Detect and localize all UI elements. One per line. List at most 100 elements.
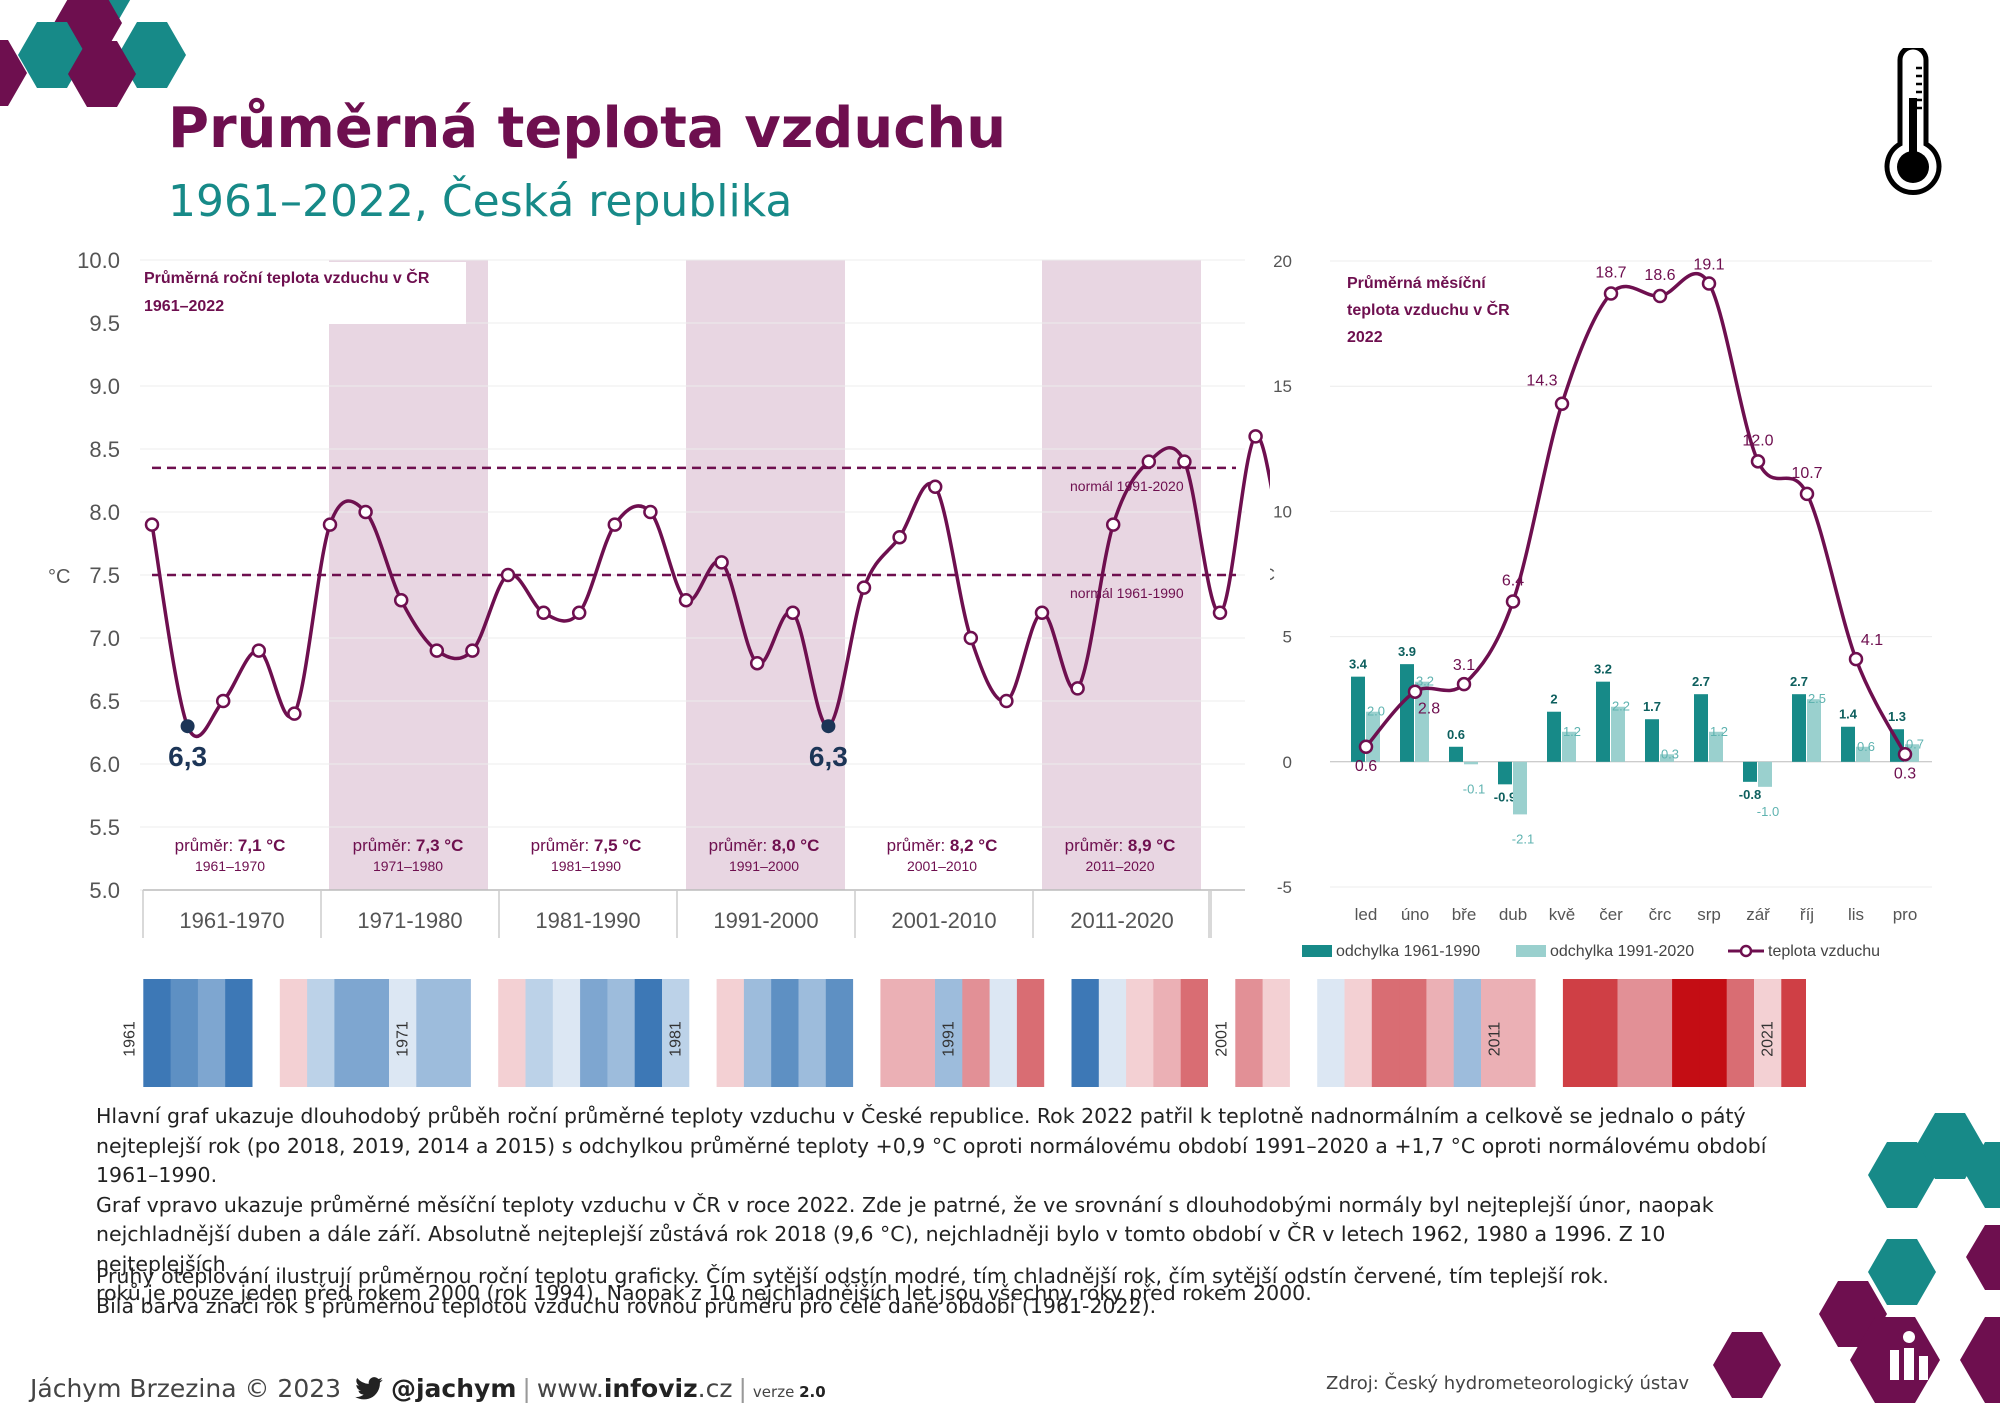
stripe <box>1508 979 1537 1087</box>
chart-title-line: 2022 <box>1347 329 1383 346</box>
annual-temperature-chart: 5.0 5.5 6.0 6.5 7.0 7.5 8.0 8.5 9.0 9.5 10.0 °C Prům… <box>48 248 1270 938</box>
stripe <box>307 979 335 1087</box>
stripe-year-label: 2001 <box>1214 1021 1231 1057</box>
stripe <box>1781 979 1806 1087</box>
thermometer-icon <box>1884 48 1942 195</box>
data-point <box>714 555 729 570</box>
stripe <box>1453 979 1482 1087</box>
description-line: nejchladnější duben a dále září. Absolut… <box>96 1222 1666 1276</box>
x-tick-label: 1961-1970 <box>179 908 284 933</box>
data-point <box>1141 454 1157 469</box>
website-prefix: www. <box>536 1374 604 1403</box>
stripe <box>1044 979 1072 1087</box>
data-point <box>1505 594 1521 609</box>
x-tick-label: 2011-2020 <box>1070 908 1174 933</box>
data-point <box>785 605 801 621</box>
twitter-icon <box>355 1377 383 1400</box>
bar <box>1841 726 1855 762</box>
stripe <box>1644 979 1673 1087</box>
page-title: Průměrná teplota vzduchu <box>168 96 1007 161</box>
stripe <box>1726 979 1755 1087</box>
stripe <box>1180 979 1209 1087</box>
decade-mean-label: průměr: 7,1 °C <box>175 836 286 855</box>
bar <box>1562 731 1576 762</box>
bar-value-label: 3.4 <box>1349 657 1368 672</box>
data-label: 18.6 <box>1644 267 1675 284</box>
stripe <box>1672 979 1700 1087</box>
data-point <box>749 655 765 671</box>
y-tick-label: 10 <box>1273 502 1292 521</box>
chart-logo-icon <box>1890 1331 1928 1380</box>
stripe <box>498 979 526 1087</box>
y-axis-label: °C <box>48 566 70 588</box>
bar-value-label: -0.9 <box>1494 789 1516 804</box>
stripe <box>416 979 445 1087</box>
legend-label: odchylka 1991-2020 <box>1550 943 1694 960</box>
description-paragraph-1: Hlavní graf ukazuje dlouhodobý průběh ro… <box>96 1102 1796 1309</box>
stripe <box>853 979 881 1087</box>
stripe <box>771 979 799 1087</box>
monthly-temperature-chart: -5 0 5 10 15 20 °C Průměrná měsíční teplota vzdu… <box>1270 252 1932 960</box>
bar <box>1415 681 1429 762</box>
data-point <box>1603 286 1619 301</box>
bar-value-label: 3.2 <box>1416 674 1434 689</box>
data-point <box>1750 454 1766 469</box>
data-point <box>429 643 445 658</box>
data-point <box>892 529 907 545</box>
stripe <box>935 979 963 1087</box>
data-label: 18.7 <box>1595 265 1626 282</box>
x-tick-label: 1991-2000 <box>713 908 818 933</box>
data-label: 6,3 <box>168 741 207 772</box>
data-point <box>1799 486 1815 502</box>
bar-value-label: 0.3 <box>1661 746 1679 761</box>
data-point <box>251 643 267 658</box>
description-line: roků je pouze jeden před rokem 2000 (rok… <box>96 1281 1312 1305</box>
data-point <box>1177 454 1192 469</box>
data-point <box>215 693 231 709</box>
data-label: 6,3 <box>809 741 848 772</box>
data-label: 3.1 <box>1453 657 1475 674</box>
bar <box>1792 694 1806 762</box>
x-tick-label: lis <box>1848 905 1864 924</box>
stripe <box>225 979 253 1087</box>
website-suffix: .cz <box>697 1374 733 1403</box>
data-label: 0.6 <box>1355 758 1377 775</box>
stripe-year-label: 2011 <box>1487 1022 1504 1057</box>
twitter-handle[interactable]: @jachym <box>390 1374 517 1403</box>
data-point <box>1358 739 1374 755</box>
x-tick-label: 2001-2010 <box>891 908 996 933</box>
data-point <box>999 693 1014 709</box>
data-point <box>322 517 338 532</box>
website-link[interactable]: www.infoviz.cz <box>537 1374 733 1403</box>
y-tick-label: -5 <box>1277 878 1292 897</box>
x-tick-label: led <box>1355 905 1378 924</box>
hexagon-decoration-top <box>0 0 186 107</box>
description-line: Hlavní graf ukazuje dlouhodobý průběh ro… <box>96 1104 1746 1128</box>
stripe <box>116 979 144 1087</box>
footer-source: Zdroj: Český hydrometeorologický ústav <box>1326 1373 1690 1394</box>
data-point <box>144 517 160 532</box>
y-tick-label: 8.0 <box>89 500 120 525</box>
data-point <box>1701 276 1717 291</box>
data-label: 4.1 <box>1861 632 1883 649</box>
x-tick-label: črc <box>1649 905 1672 924</box>
stripe-year-label: 1991 <box>941 1021 958 1057</box>
bar-value-label: 1.2 <box>1563 724 1581 739</box>
decade-range-label: 1981–1990 <box>551 858 621 874</box>
stripe <box>1590 979 1618 1087</box>
data-point <box>358 504 373 520</box>
legend-swatch <box>1302 945 1332 957</box>
stripe <box>716 979 745 1087</box>
stripe <box>1344 979 1373 1087</box>
stripe <box>1481 979 1509 1087</box>
stripe <box>689 979 718 1087</box>
y-tick-label: 7.5 <box>89 563 120 588</box>
bar-value-label: 1.3 <box>1888 709 1906 724</box>
normal-label: normál 1991-2020 <box>1070 478 1184 494</box>
stripe <box>1426 979 1455 1087</box>
decade-mean-label: průměr: 8,0 °C <box>709 836 820 855</box>
bar <box>1709 731 1723 762</box>
website-main: infoviz <box>603 1374 698 1403</box>
stripe <box>580 979 608 1087</box>
data-point <box>571 605 587 621</box>
